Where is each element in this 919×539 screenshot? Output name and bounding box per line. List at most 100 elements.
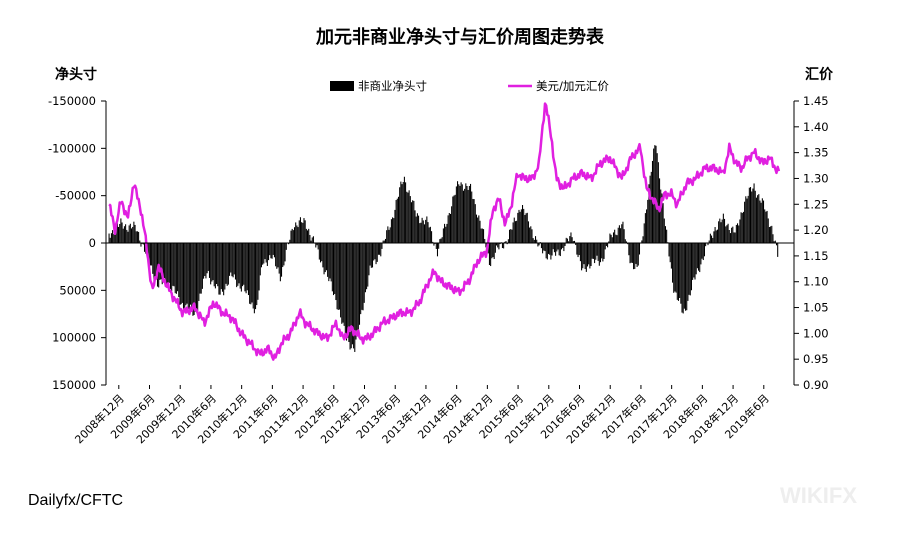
net-position-bar (608, 241, 610, 243)
net-position-bar (119, 224, 121, 243)
net-position-bar (719, 218, 721, 243)
net-position-bar (576, 243, 578, 255)
net-position-bar (764, 209, 766, 243)
net-position-bar (275, 243, 277, 267)
net-position-bar (401, 184, 403, 243)
net-position-bar (328, 243, 330, 282)
net-position-bar (125, 224, 127, 243)
net-position-bar (551, 243, 553, 256)
net-position-bar (433, 243, 435, 246)
net-position-bar (708, 240, 710, 243)
legend: 非商业净头寸 美元/加元汇价 (330, 79, 609, 93)
net-position-bar (226, 243, 228, 286)
right-tick-label: 1.20 (803, 223, 829, 237)
net-position-bar (257, 243, 259, 300)
net-position-bar (395, 200, 397, 243)
right-tick-label: 1.00 (803, 326, 829, 340)
net-position-bar (138, 231, 140, 243)
net-position-bar (166, 243, 168, 288)
net-position-bar (514, 221, 516, 243)
net-position-bar (249, 243, 251, 304)
net-position-bar (423, 224, 426, 243)
right-tick-label: 1.25 (803, 197, 829, 211)
net-position-bar (295, 222, 297, 243)
net-position-bar (264, 243, 266, 260)
net-position-bar (227, 243, 229, 285)
net-position-bar (335, 243, 337, 301)
net-position-bar (512, 222, 514, 243)
net-position-bar (759, 200, 761, 243)
net-position-bar (263, 243, 265, 264)
net-position-bar (549, 243, 551, 255)
net-position-bar (545, 243, 547, 259)
net-position-bar (462, 190, 464, 243)
net-position-bar (260, 243, 262, 268)
net-position-bar (451, 206, 453, 243)
right-tick-label: 1.45 (803, 94, 829, 108)
net-position-bar (199, 243, 201, 294)
right-tick-label: 1.15 (803, 249, 829, 263)
net-position-bar (454, 194, 456, 243)
net-position-bar (246, 243, 248, 291)
net-position-bar (116, 223, 118, 243)
net-position-bar (278, 243, 280, 274)
net-position-bar (772, 234, 774, 243)
net-position-bar (442, 228, 444, 243)
net-position-bar (513, 217, 515, 243)
net-position-bar (284, 243, 286, 262)
net-position-bar (519, 211, 521, 243)
net-position-bar (223, 243, 225, 296)
net-position-bar (607, 243, 609, 248)
net-position-bar (655, 145, 657, 243)
net-position-bar (604, 243, 606, 250)
net-position-bar (642, 236, 644, 243)
net-position-bar (744, 201, 746, 243)
net-position-bar (445, 226, 447, 243)
net-position-bar (701, 243, 703, 259)
net-position-bar (164, 243, 166, 278)
net-position-bar (340, 243, 342, 318)
net-position-bar (221, 243, 224, 292)
net-position-bar (472, 198, 474, 243)
net-position-bar (414, 210, 416, 243)
net-position-bar (538, 243, 540, 246)
net-position-bar (582, 243, 584, 269)
net-position-bar (325, 243, 327, 271)
net-position-bar (675, 243, 677, 293)
net-position-bar (570, 232, 572, 243)
net-position-bar (729, 233, 731, 243)
net-position-bar (134, 224, 136, 243)
net-position-bar (329, 243, 331, 279)
net-position-bar (705, 243, 707, 247)
net-position-bar (342, 243, 344, 323)
net-position-bar (752, 188, 754, 243)
net-position-bar (126, 229, 128, 243)
net-position-bar (716, 229, 718, 243)
net-position-bar (142, 243, 144, 245)
net-position-bar (397, 196, 400, 243)
net-position-bar (724, 218, 726, 243)
net-position-bar (426, 216, 428, 243)
net-position-bar (634, 243, 636, 269)
net-position-bar (175, 243, 177, 294)
net-position-bar (584, 243, 586, 270)
net-position-bar (616, 235, 618, 243)
net-position-bar (560, 243, 563, 250)
net-position-bar (583, 243, 585, 265)
net-position-bar (232, 243, 234, 278)
net-position-bar (136, 231, 138, 243)
net-position-bar (192, 243, 194, 316)
net-position-bar (370, 243, 372, 268)
net-position-bar (162, 243, 164, 283)
net-position-bar (172, 243, 174, 286)
net-position-bar (361, 243, 363, 310)
net-position-bar (464, 188, 466, 243)
net-position-bar (734, 232, 736, 243)
net-position-bar (355, 243, 357, 340)
net-position-bar (536, 239, 538, 243)
net-position-bar (127, 231, 129, 243)
right-tick-label: 1.35 (803, 146, 829, 160)
net-position-bar (431, 231, 433, 243)
net-position-bar (258, 243, 260, 291)
net-position-bar (727, 223, 729, 243)
